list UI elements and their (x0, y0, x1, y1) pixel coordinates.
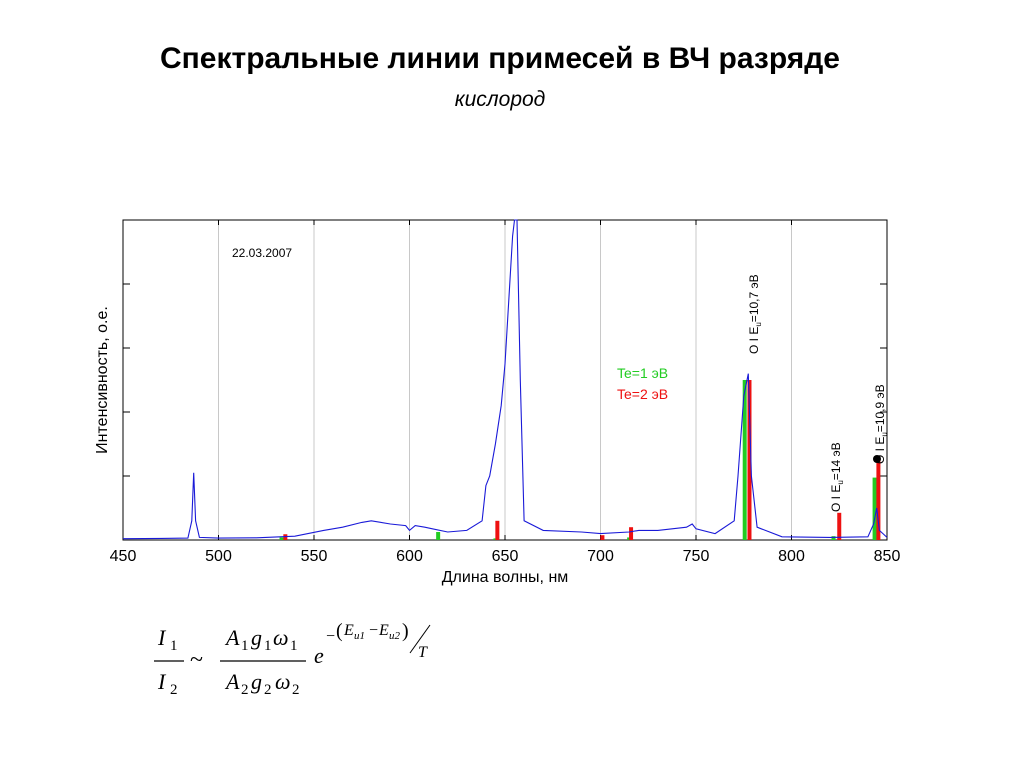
te2-bar (629, 527, 634, 540)
x-tick-label: 800 (778, 548, 805, 565)
svg-text:1: 1 (241, 638, 249, 654)
svg-text:g: g (251, 669, 262, 694)
spectrum-line (122, 219, 888, 540)
te1-bar (436, 532, 441, 540)
legend-te1: Te=1 эВ (617, 365, 668, 381)
x-tick-labels: 450 500 550 600 650 700 750 800 850 (110, 548, 901, 565)
x-axis-label: Длина волны, нм (442, 569, 569, 586)
svg-text:1: 1 (290, 638, 298, 654)
te2-bar (876, 456, 881, 540)
svg-text:(: ( (336, 620, 343, 642)
svg-text:): ) (402, 620, 409, 642)
svg-text:O I Eu=10,9 эВ: O I Eu=10,9 эВ (873, 384, 889, 464)
x-tick-label: 600 (396, 548, 423, 565)
svg-text:I: I (157, 669, 167, 694)
svg-text:1: 1 (170, 638, 178, 654)
svg-text:~: ~ (190, 647, 203, 673)
svg-text:E: E (343, 622, 354, 639)
x-tick-label: 450 (110, 548, 137, 565)
svg-text:ω: ω (275, 669, 291, 694)
svg-text:−: − (326, 628, 335, 645)
te2-bar (600, 535, 605, 540)
svg-text:O I Eu=14 эВ: O I Eu=14 эВ (829, 442, 845, 512)
svg-text:1: 1 (264, 638, 272, 654)
x-tick-label: 500 (205, 548, 232, 565)
slide-title: Спектральные линии примесей в ВЧ разряде (160, 42, 840, 75)
te2-bar (747, 380, 752, 540)
svg-text:I: I (157, 625, 167, 650)
te1-bar (279, 537, 284, 540)
svg-text:u1: u1 (354, 630, 365, 642)
svg-text:ω: ω (273, 625, 289, 650)
svg-text:2: 2 (264, 682, 272, 698)
x-tick-label: 750 (683, 548, 710, 565)
svg-text:g: g (251, 625, 262, 650)
annotation-oi-10-9: O I Eu=10,9 эВ (873, 384, 889, 464)
svg-text:T: T (418, 644, 428, 661)
te1-bar (872, 477, 877, 540)
x-ticks (122, 220, 888, 540)
svg-text:A: A (224, 669, 240, 694)
x-tick-label: 650 (492, 548, 519, 565)
svg-text:2: 2 (170, 682, 178, 698)
x-tick-label: 700 (587, 548, 614, 565)
te2-bar (495, 520, 500, 540)
svg-text:2: 2 (292, 682, 300, 698)
svg-text:2: 2 (241, 682, 249, 698)
slide-subtitle: кислород (454, 88, 546, 111)
svg-text:−: − (369, 622, 378, 639)
svg-text:u2: u2 (389, 630, 401, 642)
te1-bar (831, 536, 836, 540)
grid-lines (218, 220, 792, 540)
x-tick-label: 850 (874, 548, 901, 565)
annotation-oi-14: O I Eu=14 эВ (829, 442, 845, 512)
peak-marker-dot (873, 455, 881, 463)
y-ticks (123, 283, 887, 477)
annotation-oi-10-7: O I Eu=10,7 эВ (747, 274, 763, 354)
te1-bar (742, 380, 747, 540)
legend-te2: Te=2 эВ (617, 386, 668, 402)
svg-text:E: E (378, 622, 389, 639)
y-axis-label: Интенсивность, о.е. (94, 306, 111, 454)
intensity-ratio-formula: I 1 I 2 ~ A 1 g 1 ω 1 A 2 g 2 ω 2 e − ( … (154, 620, 431, 698)
te2-bar (837, 512, 842, 540)
svg-text:e: e (314, 643, 324, 668)
x-tick-label: 550 (301, 548, 328, 565)
date-label: 22.03.2007 (232, 246, 292, 260)
svg-text:A: A (224, 625, 240, 650)
svg-text:O I Eu=10,7 эВ: O I Eu=10,7 эВ (747, 274, 763, 354)
